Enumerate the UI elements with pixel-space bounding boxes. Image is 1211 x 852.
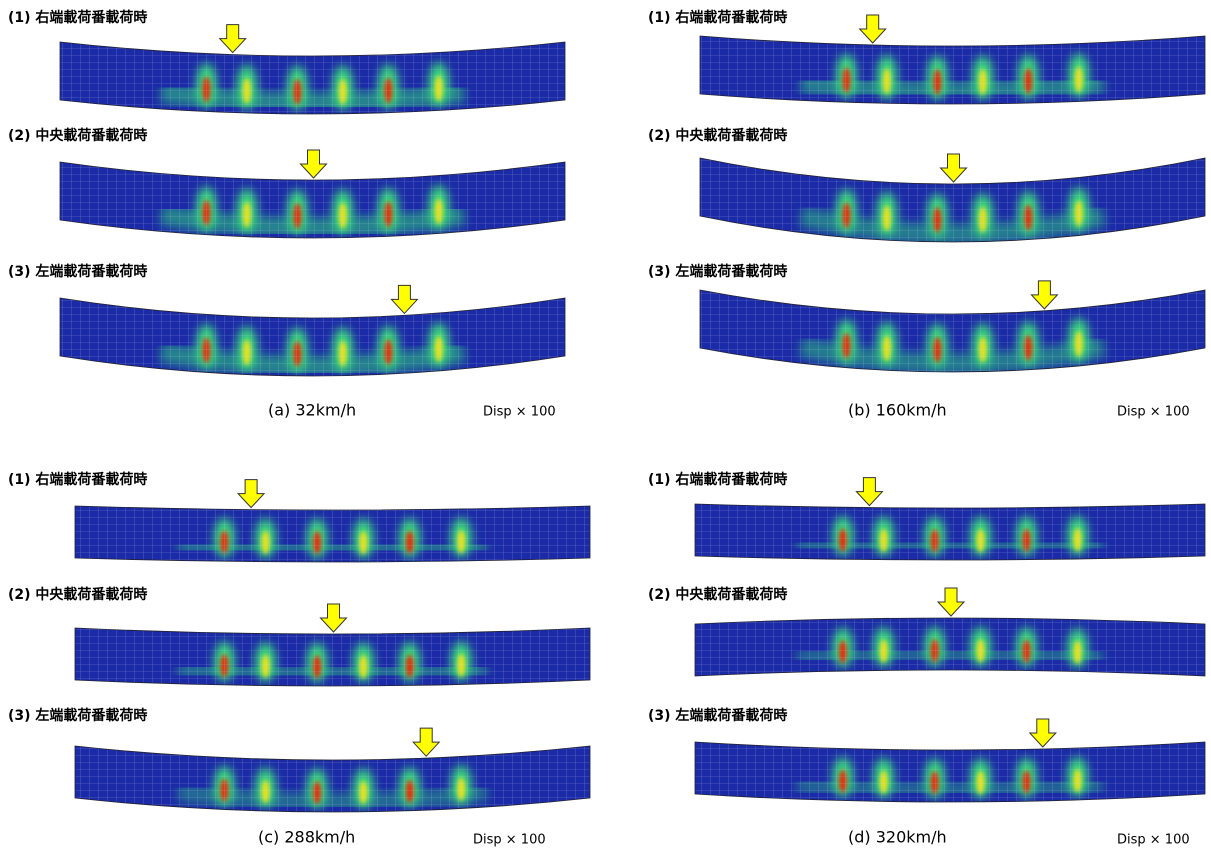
mesh	[60, 42, 565, 114]
beam	[75, 506, 590, 562]
figure: (a) 32km/h Disp × 100 (1) 右端載荷番載荷時 (2) 中央載荷…	[0, 0, 1211, 852]
beam	[695, 504, 1205, 560]
load-arrow	[938, 588, 964, 616]
load-arrow	[413, 728, 439, 756]
load-arrow	[238, 480, 264, 508]
panel-caption: (c) 288km/h	[258, 828, 355, 847]
case-label: (3) 左端載荷番載荷時	[648, 707, 787, 724]
beam	[695, 618, 1205, 676]
case-label: (2) 中央載荷番載荷時	[648, 586, 787, 603]
case-label: (2) 中央載荷番載荷時	[648, 127, 787, 144]
load-arrow	[856, 478, 882, 506]
case-label: (1) 右端載荷番載荷時	[648, 9, 787, 26]
case-label: (2) 中央載荷番載荷時	[8, 127, 147, 144]
case-label: (3) 左端載荷番載荷時	[8, 707, 147, 724]
scale-note: Disp × 100	[473, 833, 546, 848]
mesh	[75, 746, 590, 812]
load-arrow	[301, 150, 327, 178]
beam	[60, 298, 565, 376]
load-arrow	[220, 25, 246, 53]
panel-caption: (d) 320km/h	[848, 828, 947, 847]
scale-note: Disp × 100	[483, 405, 556, 420]
panel-caption: (b) 160km/h	[848, 401, 947, 420]
mesh	[75, 628, 590, 686]
mesh	[75, 506, 590, 562]
mesh	[60, 298, 565, 376]
mesh	[695, 742, 1205, 802]
beam	[60, 42, 565, 114]
panel-caption: (a) 32km/h	[268, 401, 356, 420]
mesh	[695, 618, 1205, 676]
case-label: (3) 左端載荷番載荷時	[8, 263, 147, 280]
load-arrow	[860, 15, 886, 43]
mesh	[695, 504, 1205, 560]
load-arrow	[1031, 281, 1057, 309]
scale-note: Disp × 100	[1117, 405, 1190, 420]
beam	[695, 742, 1205, 802]
case-label: (3) 左端載荷番載荷時	[648, 263, 787, 280]
case-label: (2) 中央載荷番載荷時	[8, 586, 147, 603]
case-label: (1) 右端載荷番載荷時	[8, 471, 147, 488]
load-arrow	[1030, 719, 1056, 747]
beam	[75, 628, 590, 686]
load-arrow	[391, 285, 417, 313]
scale-note: Disp × 100	[1117, 833, 1190, 848]
case-label: (1) 右端載荷番載荷時	[8, 9, 147, 26]
load-arrow	[321, 604, 347, 632]
case-label: (1) 右端載荷番載荷時	[648, 471, 787, 488]
load-arrow	[941, 154, 967, 182]
beam	[75, 746, 590, 812]
